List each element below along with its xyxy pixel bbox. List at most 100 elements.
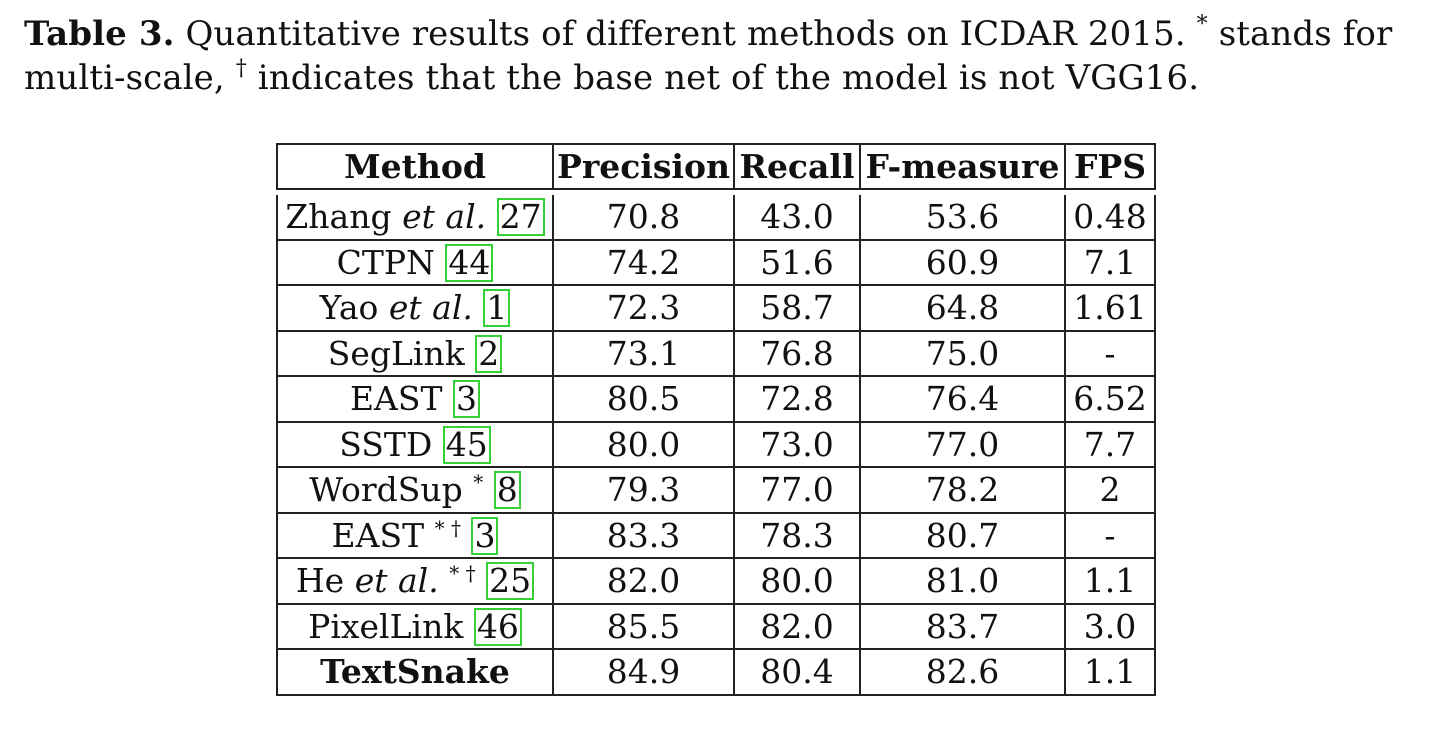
precision-cell: 72.3 xyxy=(554,286,735,332)
table-row: PixelLink 46 85.5 82.0 83.7 3.0 xyxy=(276,604,1156,650)
recall-cell: 72.8 xyxy=(735,377,861,423)
method-name: EAST xyxy=(349,379,443,419)
precision-cell: 70.8 xyxy=(554,195,735,241)
citation-link[interactable]: 44 xyxy=(445,243,494,282)
citation-link[interactable]: 1 xyxy=(483,289,511,328)
fmeasure-cell: 81.0 xyxy=(861,559,1066,605)
header-precision: Precision xyxy=(554,143,735,190)
footnote-symbols: * † xyxy=(434,515,461,540)
table-caption: Table 3. Quantitative results of differe… xyxy=(24,12,1414,100)
fps-cell: 2 xyxy=(1066,468,1156,514)
header-fps: FPS xyxy=(1066,143,1156,190)
method-name: TextSnake xyxy=(320,652,510,692)
method-name: PixelLink xyxy=(308,606,464,646)
recall-cell: 78.3 xyxy=(735,513,861,559)
fps-cell: 7.7 xyxy=(1066,422,1156,468)
table-row: Yao et al. 1 72.3 58.7 64.8 1.61 xyxy=(276,286,1156,332)
fps-cell: - xyxy=(1066,331,1156,377)
method-cell: TextSnake xyxy=(276,650,554,696)
fmeasure-cell: 82.6 xyxy=(861,650,1066,696)
et-al-text: et al. xyxy=(388,288,473,328)
citation-link[interactable]: 2 xyxy=(475,334,503,373)
table-row: WordSup * 8 79.3 77.0 78.2 2 xyxy=(276,468,1156,514)
recall-cell: 80.0 xyxy=(735,559,861,605)
recall-cell: 58.7 xyxy=(735,286,861,332)
fps-cell: - xyxy=(1066,513,1156,559)
table-row: Zhang et al. 27 70.8 43.0 53.6 0.48 xyxy=(276,195,1156,241)
header-recall: Recall xyxy=(735,143,861,190)
method-cell: CTPN 44 xyxy=(276,240,554,286)
header-row: Method Precision Recall F-measure FPS xyxy=(276,143,1156,190)
method-cell: Zhang et al. 27 xyxy=(276,195,554,241)
method-name: SSTD xyxy=(339,424,433,464)
citation-link[interactable]: 25 xyxy=(486,562,535,601)
recall-cell: 76.8 xyxy=(735,331,861,377)
header-method: Method xyxy=(276,143,554,190)
citation-link[interactable]: 45 xyxy=(442,425,491,464)
fmeasure-cell: 53.6 xyxy=(861,195,1066,241)
fmeasure-cell: 78.2 xyxy=(861,468,1066,514)
recall-cell: 43.0 xyxy=(735,195,861,241)
et-al-text: et al. xyxy=(402,197,487,237)
precision-cell: 85.5 xyxy=(554,604,735,650)
method-cell: PixelLink 46 xyxy=(276,604,554,650)
precision-cell: 84.9 xyxy=(554,650,735,696)
recall-cell: 73.0 xyxy=(735,422,861,468)
precision-cell: 82.0 xyxy=(554,559,735,605)
table-row: SSTD 45 80.0 73.0 77.0 7.7 xyxy=(276,422,1156,468)
method-name: He xyxy=(295,561,345,601)
table-row: CTPN 44 74.2 51.6 60.9 7.1 xyxy=(276,240,1156,286)
caption-label: Table 3. xyxy=(24,14,175,54)
fps-cell: 7.1 xyxy=(1066,240,1156,286)
fps-cell: 6.52 xyxy=(1066,377,1156,423)
method-cell: SSTD 45 xyxy=(276,422,554,468)
fps-cell: 1.61 xyxy=(1066,286,1156,332)
fmeasure-cell: 76.4 xyxy=(861,377,1066,423)
fmeasure-cell: 64.8 xyxy=(861,286,1066,332)
method-name: Zhang xyxy=(285,197,392,237)
footnote-symbols: * † xyxy=(449,561,476,586)
precision-cell: 83.3 xyxy=(554,513,735,559)
footnote-symbols: * xyxy=(473,470,484,495)
fmeasure-cell: 80.7 xyxy=(861,513,1066,559)
method-name: SegLink xyxy=(327,333,465,373)
citation-link[interactable]: 27 xyxy=(496,198,545,237)
fps-cell: 3.0 xyxy=(1066,604,1156,650)
method-cell: SegLink 2 xyxy=(276,331,554,377)
table-row: SegLink 2 73.1 76.8 75.0- xyxy=(276,331,1156,377)
fps-cell: 1.1 xyxy=(1066,559,1156,605)
results-table: Method Precision Recall F-measure FPS Zh… xyxy=(276,143,1156,696)
method-cell: He et al. * † 25 xyxy=(276,559,554,605)
precision-cell: 80.0 xyxy=(554,422,735,468)
recall-cell: 77.0 xyxy=(735,468,861,514)
caption-text: stands for multi-scale, xyxy=(24,14,1393,98)
precision-cell: 80.5 xyxy=(554,377,735,423)
asterisk-symbol: * xyxy=(1196,11,1208,37)
method-name: EAST xyxy=(331,515,425,555)
citation-link[interactable]: 46 xyxy=(473,607,522,646)
citation-link[interactable]: 3 xyxy=(453,380,481,419)
method-name: Yao xyxy=(319,288,379,328)
method-cell: EAST * † 3 xyxy=(276,513,554,559)
precision-cell: 73.1 xyxy=(554,331,735,377)
fps-cell: 0.48 xyxy=(1066,195,1156,241)
caption-text: indicates that the base net of the model… xyxy=(246,58,1200,98)
method-name: CTPN xyxy=(336,242,435,282)
fps-cell: 1.1 xyxy=(1066,650,1156,696)
citation-link[interactable]: 3 xyxy=(471,516,499,555)
dagger-symbol: † xyxy=(235,55,247,81)
method-cell: WordSup * 8 xyxy=(276,468,554,514)
method-cell: Yao et al. 1 xyxy=(276,286,554,332)
citation-link[interactable]: 8 xyxy=(493,471,521,510)
table-row: TextSnake 84.9 80.4 82.6 1.1 xyxy=(276,650,1156,696)
table-row: EAST 3 80.5 72.8 76.4 6.52 xyxy=(276,377,1156,423)
fmeasure-cell: 75.0 xyxy=(861,331,1066,377)
fmeasure-cell: 83.7 xyxy=(861,604,1066,650)
recall-cell: 82.0 xyxy=(735,604,861,650)
fmeasure-cell: 77.0 xyxy=(861,422,1066,468)
header-fmeasure: F-measure xyxy=(861,143,1066,190)
method-name: WordSup xyxy=(309,470,463,510)
method-cell: EAST 3 xyxy=(276,377,554,423)
et-al-text: et al. xyxy=(354,561,439,601)
precision-cell: 74.2 xyxy=(554,240,735,286)
